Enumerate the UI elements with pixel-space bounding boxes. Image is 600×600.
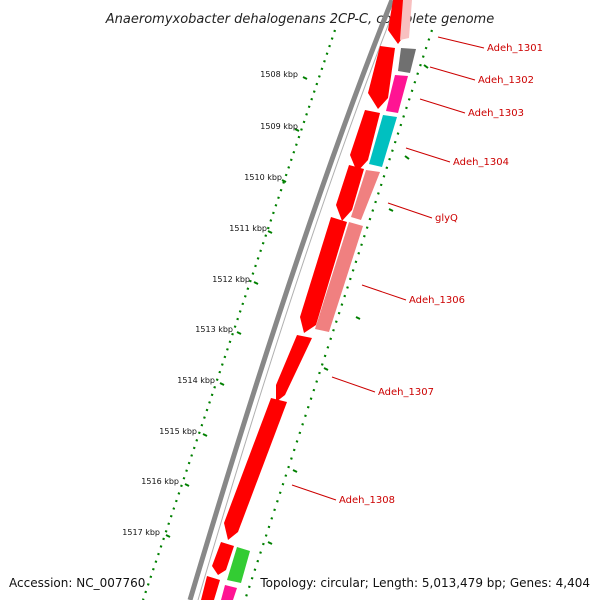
gc-ring-dotted (243, 29, 434, 600)
gene-arrow-adeh-1307[interactable] (300, 217, 347, 333)
backbone-arc (187, 0, 395, 600)
gene-label[interactable]: Adeh_1308 (339, 495, 395, 506)
gene-arrow[interactable] (350, 110, 380, 172)
scale-label: 1512 kbp (212, 275, 250, 284)
scale-labels: 1508 kbp 1509 kbp 1510 kbp 1511 kbp 1512… (122, 70, 298, 537)
gene-label[interactable]: Adeh_1302 (478, 75, 534, 86)
gene-label[interactable]: Adeh_1303 (468, 108, 524, 119)
gene-arrow[interactable] (368, 46, 395, 109)
map-title: Anaeromyxobacter dehalogenans 2CP-C, com… (105, 12, 494, 27)
gene-label-leaders (291, 36, 485, 501)
gene-adeh-1304[interactable] (369, 115, 397, 167)
scale-label: 1509 kbp (260, 122, 298, 131)
scale-label: 1513 kbp (195, 325, 233, 334)
scale-label: 1511 kbp (229, 224, 267, 233)
gene-label[interactable]: Adeh_1304 (453, 157, 509, 168)
topology-label: Topology: circular; Length: 5,013,479 bp… (259, 576, 590, 590)
gene-label[interactable]: Adeh_1306 (409, 295, 465, 306)
gene-arrow[interactable] (336, 165, 364, 221)
scale-label: 1516 kbp (141, 477, 179, 486)
gene-adeh-1302[interactable] (398, 48, 416, 73)
scale-label: 1510 kbp (244, 173, 282, 182)
scale-label: 1508 kbp (260, 70, 298, 79)
gene-adeh-1301[interactable] (400, 0, 412, 40)
reverse-strand-genes (221, 0, 416, 600)
gene-arrow[interactable] (201, 576, 220, 600)
scale-label: 1515 kbp (159, 427, 197, 436)
gene-arrow[interactable] (212, 542, 234, 575)
gene-label[interactable]: Adeh_1307 (378, 387, 434, 398)
gene-label[interactable]: Adeh_1301 (487, 43, 543, 54)
scale-label: 1514 kbp (177, 376, 215, 385)
inner-ticks (267, 64, 429, 545)
gene-arrow-adeh-1308[interactable] (224, 398, 287, 540)
gene-arrow[interactable] (276, 335, 312, 402)
scale-label: 1517 kbp (122, 528, 160, 537)
backbone-inner-line (197, 0, 399, 600)
gene-magenta[interactable] (221, 585, 237, 600)
gene-glyq[interactable] (351, 170, 380, 220)
forward-strand-genes (201, 0, 406, 600)
gene-green[interactable] (227, 547, 250, 583)
gene-adeh-1306[interactable] (315, 222, 363, 332)
accession-label: Accession: NC_007760 (9, 576, 145, 590)
outer-ticks (165, 76, 308, 538)
gene-labels: Adeh_1301 Adeh_1302 Adeh_1303 Adeh_1304 … (339, 43, 543, 506)
gene-adeh-1303[interactable] (386, 75, 408, 113)
gene-label[interactable]: glyQ (435, 213, 458, 224)
